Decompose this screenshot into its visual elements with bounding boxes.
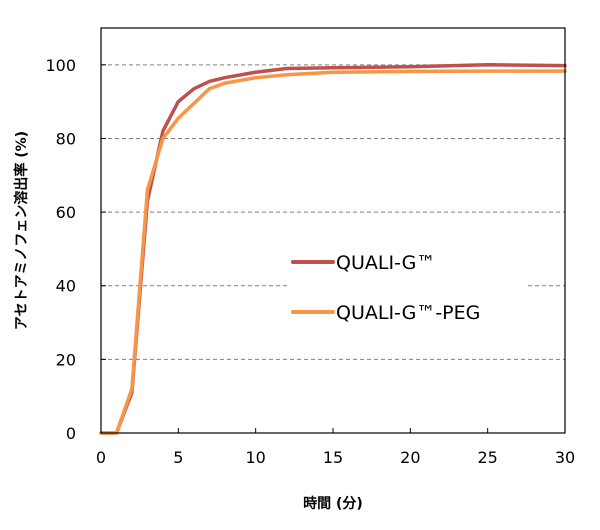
x-tick-label-0: 0 bbox=[96, 448, 106, 467]
y-tick-label-60: 60 bbox=[56, 203, 76, 222]
x-axis-title: 時間 (分) bbox=[303, 495, 363, 512]
tick-marks bbox=[100, 64, 566, 434]
y-tick-label-100: 100 bbox=[45, 56, 76, 75]
legend-label-1: QUALI-G™ bbox=[336, 252, 435, 274]
series-line-2 bbox=[99, 69, 567, 435]
y-tick-label-20: 20 bbox=[56, 350, 76, 369]
x-tick-label-15: 15 bbox=[323, 448, 343, 467]
x-tick-label-10: 10 bbox=[245, 448, 265, 467]
y-tick-label-40: 40 bbox=[56, 277, 76, 296]
y-tick-label-80: 80 bbox=[56, 129, 76, 148]
x-tick-labels: 0 5 10 15 20 25 30 bbox=[96, 448, 575, 467]
x-tick-label-5: 5 bbox=[173, 448, 183, 467]
legend: QUALI-G™ QUALI-G™-PEG bbox=[287, 240, 527, 324]
plot-frame bbox=[100, 27, 566, 434]
series-lines bbox=[99, 63, 567, 435]
x-tick-label-20: 20 bbox=[400, 448, 420, 467]
y-tick-labels: 0 20 40 60 80 100 bbox=[45, 56, 76, 443]
x-tick-label-30: 30 bbox=[555, 448, 575, 467]
legend-label-2: QUALI-G™-PEG bbox=[336, 302, 480, 324]
y-axis-title: アセトアミノフェン溶出率 (%) bbox=[13, 131, 30, 330]
x-tick-label-25: 25 bbox=[477, 448, 497, 467]
y-tick-label-0: 0 bbox=[66, 424, 76, 443]
